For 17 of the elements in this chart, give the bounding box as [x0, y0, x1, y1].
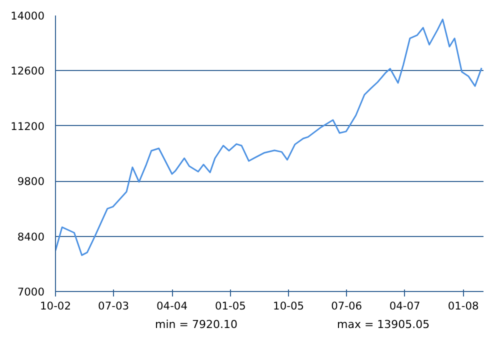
y-tick-label: 12600	[10, 64, 45, 78]
y-tick-label: 8400	[17, 230, 45, 244]
y-tick-label: 11200	[10, 120, 45, 133]
y-tick-label: 7000	[17, 286, 45, 298]
text: max = 13905.05	[337, 317, 430, 333]
y-tick-label: 9800	[17, 175, 45, 188]
y-tick-label: 14000	[10, 10, 45, 22]
x-tick-label: 04-04	[156, 300, 188, 312]
text: min = 7920.10	[155, 317, 238, 333]
x-tick-label: 04-07	[389, 300, 420, 312]
line-series	[56, 18, 482, 256]
x-tick-label: 10-02	[40, 300, 71, 312]
x-tick-label: 01-08	[448, 300, 480, 312]
x-tick-label: 07-03	[98, 300, 130, 312]
x-tick-label: 07-06	[331, 300, 362, 312]
x-tick-label: 10-05	[273, 300, 304, 312]
x-tick-label: 01-05	[215, 300, 246, 312]
